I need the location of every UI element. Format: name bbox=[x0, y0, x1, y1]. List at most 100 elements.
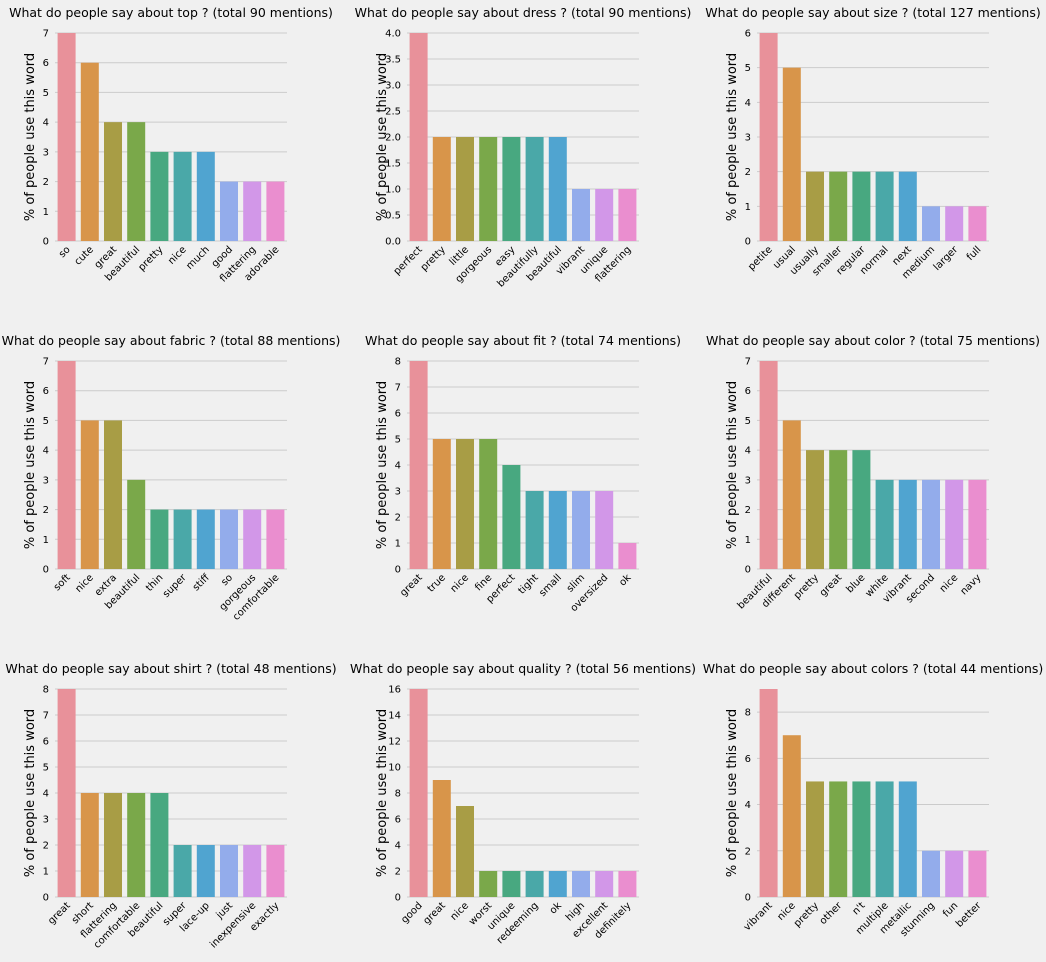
bar-much bbox=[196, 151, 215, 241]
bar-gorgeous bbox=[243, 509, 262, 569]
chart-title: What do people say about fabric ? (total… bbox=[2, 333, 341, 348]
bar-chart-2: 0.0 0.5 1.0 1.5 2.0 2.5 3.0 3.5 4.0 perfectpretty… bbox=[355, 5, 692, 290]
y-tick-label: 4 bbox=[43, 118, 49, 129]
y-axis-label: % of people use this word bbox=[375, 381, 390, 549]
y-tick-label: 8 bbox=[745, 708, 751, 719]
bar-short bbox=[80, 793, 99, 897]
bar-fine bbox=[479, 439, 498, 569]
y-tick-label: 4 bbox=[43, 789, 49, 800]
y-tick-label: 3 bbox=[43, 475, 49, 486]
y-tick-label: 0.0 bbox=[385, 237, 401, 248]
x-tick-label: so bbox=[219, 572, 235, 588]
y-axis-label: % of people use this word bbox=[725, 709, 740, 877]
y-tick-label: 8 bbox=[43, 685, 49, 696]
y-tick-label: 5 bbox=[43, 88, 49, 99]
y-axis-label: % of people use this word bbox=[375, 709, 390, 877]
y-tick-label: 4 bbox=[395, 841, 401, 852]
bar-flattering bbox=[243, 181, 262, 241]
y-tick-label: 4 bbox=[745, 98, 751, 109]
y-tick-label: 14 bbox=[388, 711, 401, 722]
bar-larger bbox=[945, 206, 964, 241]
y-tick-label: 3 bbox=[745, 133, 751, 144]
y-tick-label: 0 bbox=[395, 565, 401, 576]
x-tick-label: fun bbox=[941, 900, 960, 919]
y-tick-label: 1 bbox=[745, 535, 751, 546]
y-tick-label: 7 bbox=[43, 357, 49, 368]
x-tick-label: pretty bbox=[136, 244, 165, 273]
y-tick-label: 1 bbox=[745, 202, 751, 213]
x-tick-label: much bbox=[184, 244, 212, 272]
bar-so bbox=[57, 33, 76, 241]
x-tick-label: small bbox=[537, 572, 564, 599]
y-tick-label: 2.5 bbox=[385, 107, 401, 118]
bar-vibrant bbox=[898, 479, 917, 569]
bar-redeeming bbox=[525, 871, 544, 897]
y-tick-label: 2.0 bbox=[385, 133, 401, 144]
y-axis-label: % of people use this word bbox=[725, 381, 740, 549]
y-axis-label: % of people use this word bbox=[23, 381, 38, 549]
bar-smaller bbox=[829, 171, 848, 241]
bar-ok bbox=[548, 871, 567, 897]
bar-chart-3: 0123456petiteusualusuallysmallerregularn… bbox=[705, 5, 1041, 281]
chart-title: What do people say about shirt ? (total … bbox=[5, 661, 336, 676]
x-tick-label: good bbox=[399, 900, 424, 925]
x-tick-label: ok bbox=[617, 572, 633, 588]
bar-perfect bbox=[502, 465, 521, 569]
y-tick-label: 5 bbox=[395, 435, 401, 446]
chart-title: What do people say about fit ? (total 74… bbox=[365, 333, 681, 348]
bar-nice bbox=[456, 439, 474, 569]
bar-tight bbox=[525, 491, 544, 569]
bar-beautiful bbox=[150, 793, 169, 897]
x-tick-label: soft bbox=[52, 572, 73, 593]
bar-usually bbox=[806, 171, 824, 241]
x-tick-label: n't bbox=[851, 900, 868, 917]
y-tick-label: 6 bbox=[43, 386, 49, 397]
y-tick-label: 0 bbox=[43, 565, 49, 576]
bar-little bbox=[456, 137, 474, 241]
bar-better bbox=[968, 850, 987, 897]
bar-lace-up bbox=[196, 845, 215, 897]
bar-pretty bbox=[150, 151, 169, 241]
y-tick-label: 4 bbox=[745, 446, 751, 457]
bar-easy bbox=[502, 137, 521, 241]
bar-beautifully bbox=[525, 137, 544, 241]
bar-good bbox=[220, 181, 238, 241]
bar-exactly bbox=[266, 845, 285, 897]
bar-soft bbox=[57, 361, 76, 569]
x-tick-label: super bbox=[161, 572, 189, 600]
y-tick-label: 5 bbox=[43, 763, 49, 774]
x-tick-label: so bbox=[57, 244, 73, 260]
bar-thin bbox=[150, 509, 169, 569]
bar-unique bbox=[502, 871, 521, 897]
y-tick-label: 7 bbox=[43, 711, 49, 722]
y-tick-label: 6 bbox=[745, 754, 751, 765]
y-axis-label: % of people use this word bbox=[23, 709, 38, 877]
bar-nice bbox=[456, 806, 474, 897]
bar-chart-7: 012345678greatshortflatteringcomfortable… bbox=[5, 661, 336, 951]
y-tick-label: 5 bbox=[745, 416, 751, 427]
y-tick-label: 1.5 bbox=[385, 159, 401, 170]
y-tick-label: 8 bbox=[395, 357, 401, 368]
bar-slim bbox=[572, 491, 590, 569]
y-axis-label: % of people use this word bbox=[23, 53, 38, 221]
bar-metallic bbox=[898, 781, 917, 897]
bar-great bbox=[104, 122, 122, 241]
bar-unique bbox=[595, 189, 614, 241]
bar-next bbox=[898, 171, 917, 241]
y-tick-label: 2 bbox=[43, 505, 49, 516]
bar-great bbox=[829, 450, 848, 569]
x-tick-label: perfect bbox=[392, 244, 425, 277]
bar-vibrant bbox=[759, 689, 778, 897]
chart-title: What do people say about quality ? (tota… bbox=[350, 661, 696, 676]
y-tick-label: 4 bbox=[745, 800, 751, 811]
y-tick-label: 2 bbox=[395, 867, 401, 878]
y-tick-label: 12 bbox=[388, 737, 401, 748]
chart-title: What do people say about size ? (total 1… bbox=[705, 5, 1041, 20]
y-tick-label: 3 bbox=[43, 147, 49, 158]
y-tick-label: 5 bbox=[43, 416, 49, 427]
bar-petite bbox=[759, 33, 778, 241]
y-tick-label: 1 bbox=[395, 539, 401, 550]
